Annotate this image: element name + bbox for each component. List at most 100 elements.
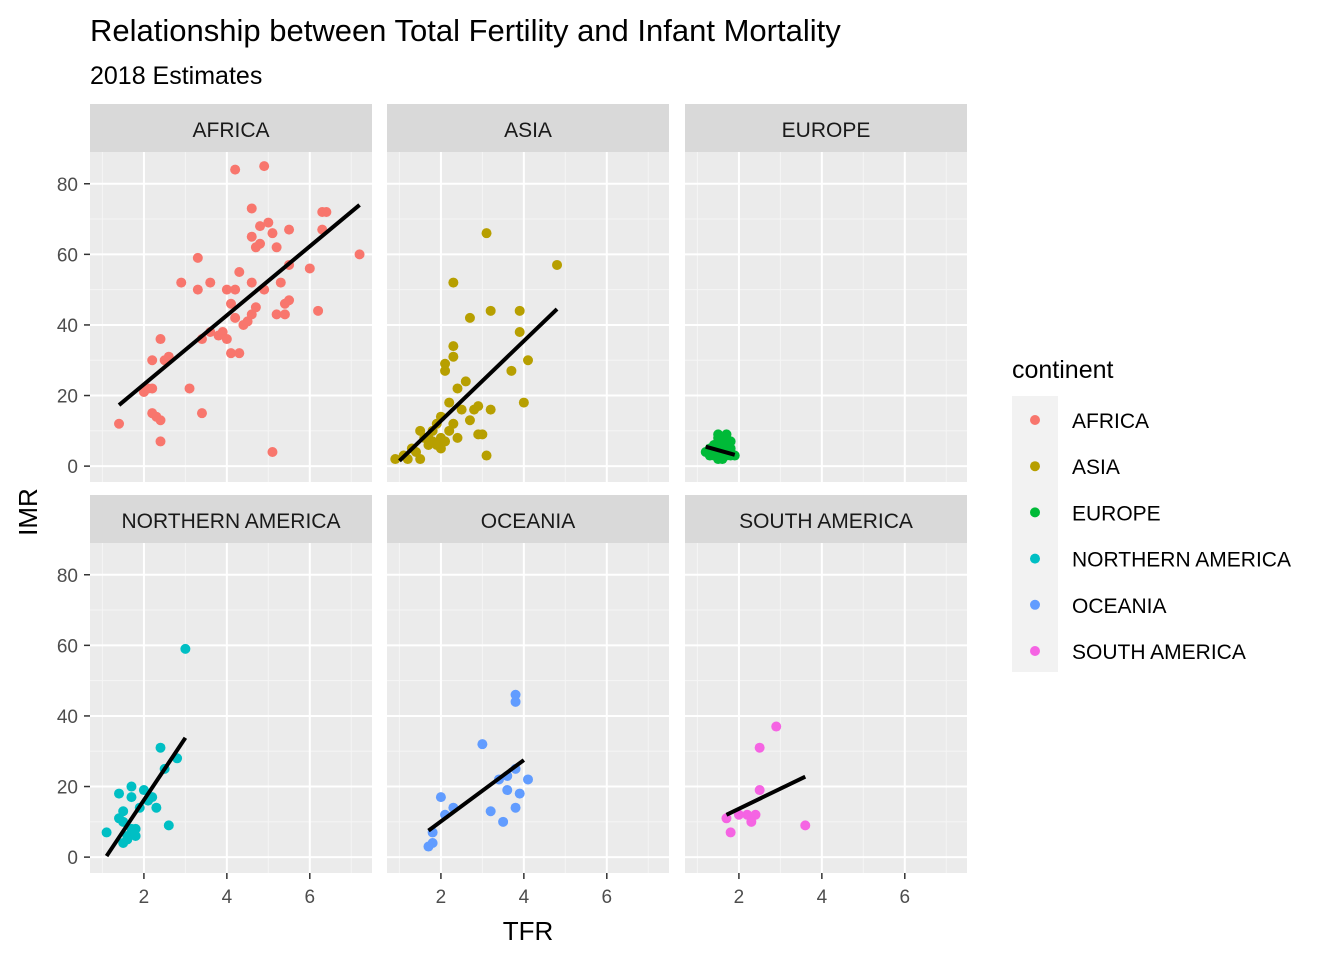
chart-title: Relationship between Total Fertility and… bbox=[90, 13, 841, 48]
data-point bbox=[460, 376, 471, 387]
x-tick-label: 4 bbox=[817, 887, 828, 908]
data-point bbox=[481, 228, 492, 239]
data-point bbox=[138, 785, 149, 796]
legend-label: ASIA bbox=[1072, 456, 1120, 479]
data-point bbox=[230, 164, 241, 175]
data-point bbox=[415, 454, 426, 465]
data-point bbox=[221, 284, 232, 295]
x-tick-label: 6 bbox=[602, 887, 613, 908]
data-point bbox=[498, 816, 509, 827]
data-point bbox=[523, 355, 533, 366]
data-point bbox=[477, 429, 488, 440]
data-point bbox=[246, 203, 257, 214]
data-point bbox=[321, 207, 332, 217]
data-point bbox=[126, 781, 137, 792]
data-point bbox=[230, 284, 241, 295]
data-point bbox=[192, 284, 203, 295]
data-point bbox=[147, 383, 158, 394]
data-point bbox=[155, 334, 166, 345]
data-point bbox=[771, 721, 782, 732]
data-point bbox=[448, 418, 459, 429]
strip-asia bbox=[387, 104, 669, 152]
chart-subtitle: 2018 Estimates bbox=[90, 62, 262, 90]
panel-background bbox=[685, 543, 967, 873]
legend-label: SOUTH AMERICA bbox=[1072, 641, 1246, 664]
data-point bbox=[481, 450, 492, 461]
strip-label: AFRICA bbox=[192, 119, 269, 142]
data-point bbox=[255, 221, 266, 232]
data-point bbox=[155, 415, 166, 426]
x-tick-label: 2 bbox=[436, 887, 447, 908]
data-point bbox=[163, 820, 174, 831]
data-point bbox=[464, 312, 475, 323]
data-point bbox=[255, 238, 266, 249]
data-point bbox=[444, 397, 455, 408]
points-africa bbox=[114, 161, 365, 457]
y-tick-label: 20 bbox=[57, 387, 78, 408]
gridlines bbox=[685, 543, 967, 873]
panel-europe: EUROPE bbox=[685, 104, 967, 482]
data-point bbox=[506, 365, 517, 376]
data-point bbox=[284, 295, 295, 306]
data-point bbox=[130, 830, 141, 841]
x-tick-label: 6 bbox=[305, 887, 316, 908]
data-point bbox=[502, 785, 513, 796]
strip-label: SOUTH AMERICA bbox=[739, 510, 913, 533]
strip-south-america bbox=[685, 495, 967, 543]
data-point bbox=[205, 277, 216, 288]
y-tick-label: 40 bbox=[57, 707, 78, 728]
strip-africa bbox=[90, 104, 372, 152]
legend-key bbox=[1030, 507, 1040, 518]
legend-key bbox=[1030, 461, 1040, 472]
data-point bbox=[510, 689, 521, 700]
strip-oceania bbox=[387, 495, 669, 543]
data-point bbox=[733, 809, 744, 820]
data-point bbox=[754, 742, 765, 753]
y-tick-label: 60 bbox=[57, 245, 78, 266]
panel-background bbox=[685, 152, 967, 482]
panel-northern-america: NORTHERN AMERICA 0 20 40 60 80 2 4 6 bbox=[57, 495, 372, 908]
data-point bbox=[427, 838, 438, 848]
data-point bbox=[230, 312, 241, 323]
data-point bbox=[485, 404, 496, 415]
legend-item-europe: EUROPE bbox=[1030, 502, 1161, 525]
y-tick-label: 60 bbox=[57, 636, 78, 657]
data-point bbox=[800, 820, 811, 831]
data-point bbox=[226, 348, 236, 359]
data-point bbox=[448, 351, 459, 362]
panel-asia: ASIA bbox=[387, 104, 669, 482]
y-tick-label: 20 bbox=[57, 778, 78, 799]
strip-label: ASIA bbox=[504, 119, 552, 142]
data-point bbox=[452, 383, 463, 394]
legend-item-northern-america: NORTHERN AMERICA bbox=[1030, 549, 1291, 572]
data-point bbox=[271, 242, 282, 253]
legend-item-asia: ASIA bbox=[1030, 456, 1120, 479]
panel-background bbox=[90, 543, 372, 873]
data-point bbox=[448, 341, 459, 352]
y-tick-label: 80 bbox=[57, 175, 78, 196]
data-point bbox=[754, 785, 765, 796]
data-point bbox=[456, 404, 467, 415]
data-point bbox=[221, 334, 232, 345]
data-point bbox=[118, 806, 129, 817]
data-point bbox=[464, 415, 475, 426]
data-point bbox=[271, 309, 282, 320]
data-point bbox=[448, 277, 459, 288]
data-point bbox=[234, 348, 245, 359]
data-point bbox=[275, 277, 286, 288]
legend-label: AFRICA bbox=[1072, 410, 1149, 433]
data-point bbox=[192, 252, 203, 263]
legend-item-africa: AFRICA bbox=[1030, 410, 1149, 433]
data-point bbox=[184, 383, 195, 394]
trend-line bbox=[705, 444, 736, 457]
data-point bbox=[304, 263, 315, 274]
data-point bbox=[440, 436, 451, 447]
trend-line bbox=[104, 736, 188, 858]
panel-south-america: SOUTH AMERICA 2 4 6 bbox=[685, 495, 967, 908]
data-point bbox=[721, 813, 732, 824]
strip-europe bbox=[685, 104, 967, 152]
data-point bbox=[180, 643, 191, 654]
y-tick-label: 80 bbox=[57, 566, 78, 587]
legend-key-background bbox=[1012, 396, 1058, 672]
